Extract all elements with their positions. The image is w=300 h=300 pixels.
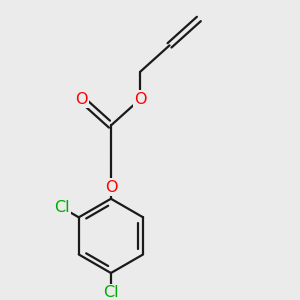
Text: Cl: Cl — [103, 285, 119, 300]
Text: Cl: Cl — [54, 200, 70, 215]
Text: O: O — [134, 92, 146, 106]
Text: O: O — [75, 92, 88, 106]
Text: O: O — [105, 179, 117, 194]
